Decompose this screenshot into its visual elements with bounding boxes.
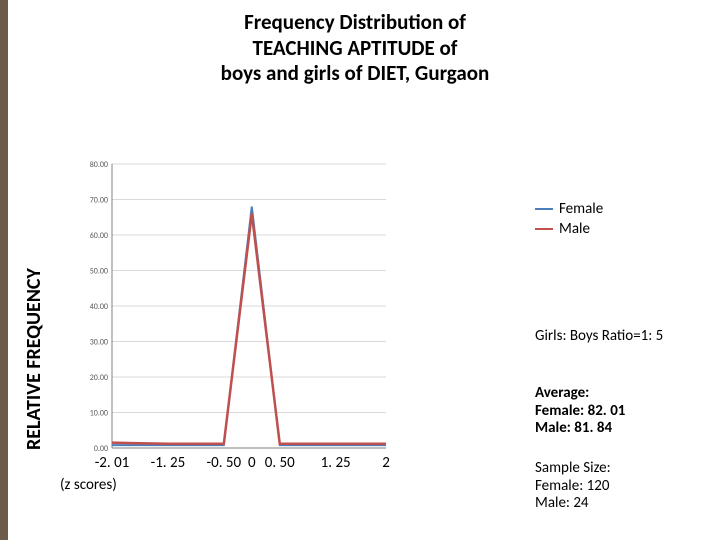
- sample-male: Male: 24: [535, 495, 611, 513]
- ratio-text: Girls: Boys Ratio=1: 5: [535, 328, 663, 346]
- x-tick-label: -2. 01: [95, 454, 130, 472]
- average-title: Average:: [535, 385, 625, 403]
- accent-bar: [0, 0, 8, 540]
- legend: Female Male: [535, 200, 603, 240]
- title-line-2: TEACHING APTITUDE of: [253, 35, 458, 61]
- y-axis-label: RELATIVE FREQUENCY: [22, 268, 46, 450]
- x-tick-label: -1. 25: [151, 454, 186, 472]
- legend-item-male: Male: [535, 220, 603, 238]
- legend-swatch-male: [535, 228, 553, 230]
- svg-text:30.00: 30.00: [90, 338, 108, 348]
- x-tick-label: 2: [382, 454, 390, 472]
- x-tick-label: 1. 25: [321, 454, 351, 472]
- average-male: Male: 81. 84: [535, 420, 625, 438]
- chart-title: Frequency Distribution of TEACHING APTIT…: [140, 10, 570, 87]
- average-block: Average: Female: 82. 01 Male: 81. 84: [535, 385, 625, 438]
- sample-block: Sample Size: Female: 120 Male: 24: [535, 460, 611, 513]
- title-line-3: boys and girls of DIET, Gurgaon: [221, 60, 490, 86]
- svg-text:40.00: 40.00: [90, 302, 108, 312]
- svg-text:10.00: 10.00: [90, 409, 108, 419]
- sample-female: Female: 120: [535, 478, 611, 496]
- average-female: Female: 82. 01: [535, 403, 625, 421]
- x-axis-ticks: -2. 01 -1. 25 -0. 50 0 0. 50 1. 25 2: [80, 454, 390, 474]
- x-tick-label: 0: [248, 454, 256, 472]
- x-tick-label: 0. 50: [265, 454, 295, 472]
- legend-item-female: Female: [535, 200, 603, 218]
- svg-text:80.00: 80.00: [90, 160, 108, 170]
- svg-text:70.00: 70.00: [90, 196, 108, 206]
- svg-text:20.00: 20.00: [90, 373, 108, 383]
- line-chart-svg: 0.00 10.00 20.00 30.00 40.00 50.00 60.00 70.00 8…: [80, 160, 390, 460]
- legend-label-male: Male: [559, 220, 590, 238]
- legend-label-female: Female: [559, 200, 603, 218]
- slide: Frequency Distribution of TEACHING APTIT…: [0, 0, 720, 540]
- chart-area: 0.00 10.00 20.00 30.00 40.00 50.00 60.00 70.00 8…: [80, 160, 390, 460]
- x-axis-label: (z scores): [60, 476, 117, 494]
- svg-text:60.00: 60.00: [90, 231, 108, 241]
- svg-text:50.00: 50.00: [90, 267, 108, 277]
- title-line-1: Frequency Distribution of: [244, 9, 466, 35]
- sample-title: Sample Size:: [535, 460, 611, 478]
- legend-swatch-female: [535, 208, 553, 210]
- x-tick-label: -0. 50: [207, 454, 242, 472]
- svg-text:0.00: 0.00: [94, 444, 108, 454]
